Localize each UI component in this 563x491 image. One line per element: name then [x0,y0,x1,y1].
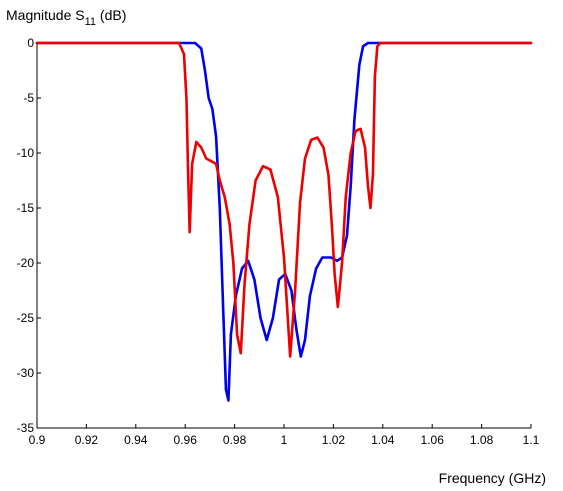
series-line-blue [35,41,533,402]
y-axis-title-subscript: 11 [85,16,96,28]
x-tick-label: 1.06 [421,433,445,447]
x-axis-title: Frequency (GHz) [439,470,546,486]
y-tick-label: -30 [17,366,35,380]
y-tick-label: -20 [17,256,35,270]
y-axis-title-main: Magnitude S [6,7,85,23]
x-tick-label: 0.96 [174,433,198,447]
y-axis-title-unit: (dB) [96,7,126,23]
y-tick-label: -25 [17,311,35,325]
plot-area: 0.9 0.92 0.94 0.96 0.98 1 1.02 1.04 1.06 1.08 1.1 0… [17,36,540,447]
x-tick-label: 1.02 [322,433,346,447]
x-tick-label: 0.98 [223,433,247,447]
y-axis-title: Magnitude S11 (dB) [6,7,126,28]
x-tick-label: 0.9 [29,433,46,447]
y-tick-label: -10 [17,146,35,160]
x-tick-label: 1.08 [470,433,494,447]
y-tick-label: -15 [17,201,35,215]
x-tick-label: 0.92 [75,433,99,447]
y-tick-label: -35 [17,421,35,435]
y-tick-label: -5 [23,91,34,105]
x-tick-label: 1 [281,433,288,447]
x-tick-label: 0.94 [124,433,148,447]
x-tick-label: 1.1 [523,433,540,447]
x-tick-label: 1.04 [371,433,395,447]
series-line-red [35,41,533,358]
y-tick-label: 0 [27,36,34,50]
